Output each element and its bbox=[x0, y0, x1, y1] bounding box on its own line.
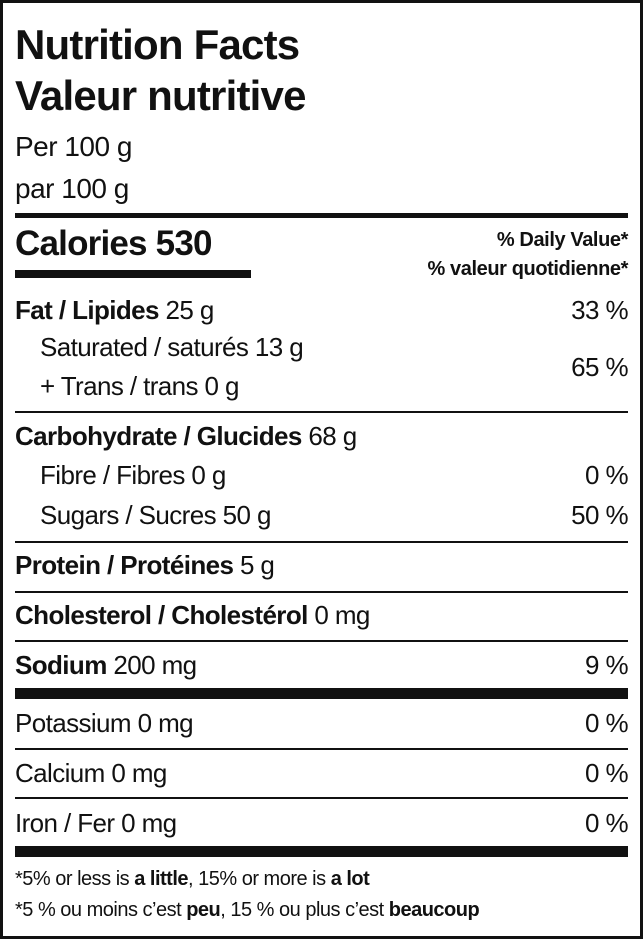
protein-row: Protein / Protéines 5 g bbox=[15, 550, 275, 580]
sodium-amount: 200 mg bbox=[113, 650, 197, 680]
calcium-dv: 0 % bbox=[584, 758, 629, 788]
dv-header-en: % Daily Value* bbox=[496, 229, 629, 251]
fibre-dv: 0 % bbox=[584, 460, 629, 490]
cholesterol-row: Cholesterol / Cholestérol 0 mg bbox=[15, 602, 370, 628]
divider bbox=[15, 797, 628, 799]
divider bbox=[15, 748, 628, 750]
sodium-label: Sodium bbox=[15, 650, 107, 680]
fat-label: Fat / Lipides bbox=[15, 295, 159, 325]
footnote-bold: beaucoup bbox=[388, 899, 480, 921]
fat-dv: 33 % bbox=[571, 295, 628, 325]
sodium-row: Sodium 200 mg bbox=[15, 650, 197, 680]
sodium-dv: 9 % bbox=[584, 650, 629, 680]
saturated-trans-dv: 65 % bbox=[571, 352, 628, 382]
footnote-text: *5 % ou moins c’est bbox=[15, 899, 187, 921]
iron-dv: 0 % bbox=[584, 808, 629, 838]
divider bbox=[15, 591, 628, 593]
title-en: Nutrition Facts bbox=[15, 21, 300, 68]
fat-row: Fat / Lipides 25 g bbox=[15, 297, 214, 323]
serving-size-fr: par 100 g bbox=[15, 173, 129, 204]
footnote-en: *5% or less is a little, 15% or more is … bbox=[15, 868, 370, 890]
potassium-dv: 0 % bbox=[584, 708, 629, 738]
footnote-text: , 15% or more is bbox=[188, 868, 331, 890]
iron-row: Iron / Fer 0 mg bbox=[15, 808, 177, 838]
footnote-text: *5% or less is bbox=[15, 868, 135, 890]
fibre-row: Fibre / Fibres 0 g bbox=[40, 460, 226, 490]
footnote-bold: peu bbox=[186, 899, 221, 921]
calories: Calories 530 bbox=[15, 226, 212, 261]
saturated-row: Saturated / saturés 13 g bbox=[40, 332, 304, 362]
dv-header-fr: % valeur quotidienne* bbox=[427, 258, 628, 280]
protein-label: Protein / Protéines bbox=[15, 550, 234, 580]
calories-label: Calories bbox=[15, 224, 148, 263]
sugars-dv: 50 % bbox=[571, 500, 628, 530]
fat-amount: 25 g bbox=[165, 295, 215, 325]
calories-bar bbox=[15, 270, 251, 278]
footnote-bold: a lot bbox=[330, 868, 370, 890]
divider bbox=[15, 640, 628, 642]
protein-amount: 5 g bbox=[239, 550, 275, 580]
carb-amount: 68 g bbox=[308, 421, 357, 451]
divider bbox=[15, 411, 628, 413]
sugars-row: Sugars / Sucres 50 g bbox=[40, 500, 271, 530]
footnote-text: , 15 % ou plus c’est bbox=[220, 899, 389, 921]
trans-row: + Trans / trans 0 g bbox=[40, 371, 239, 401]
calcium-row: Calcium 0 mg bbox=[15, 758, 167, 788]
carb-label: Carbohydrate / Glucides bbox=[15, 421, 302, 451]
thick-divider bbox=[15, 846, 628, 857]
potassium-row: Potassium 0 mg bbox=[15, 708, 194, 738]
cholesterol-amount: 0 mg bbox=[314, 600, 370, 630]
footnote-fr: *5 % ou moins c’est peu, 15 % ou plus c’… bbox=[15, 899, 480, 921]
footnote-bold: a little bbox=[134, 868, 189, 890]
divider bbox=[15, 213, 628, 218]
cholesterol-label: Cholesterol / Cholestérol bbox=[15, 600, 308, 630]
divider bbox=[15, 541, 628, 543]
calories-value: 530 bbox=[155, 224, 213, 263]
thick-divider bbox=[15, 688, 628, 699]
carb-row: Carbohydrate / Glucides 68 g bbox=[15, 423, 357, 449]
title-fr: Valeur nutritive bbox=[15, 72, 306, 119]
serving-size-en: Per 100 g bbox=[15, 131, 132, 162]
